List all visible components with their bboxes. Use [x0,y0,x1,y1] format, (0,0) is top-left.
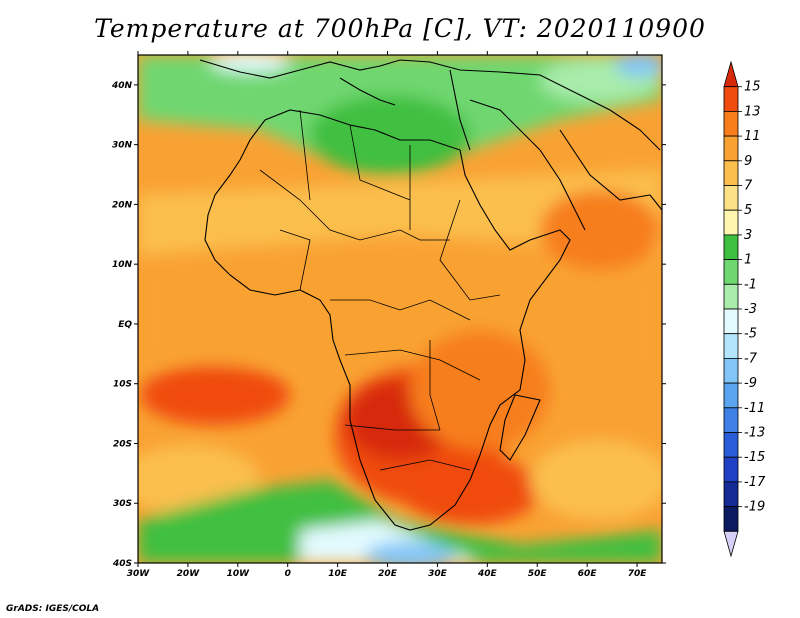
latitude-axis: 40N 30N 20N 10N EQ 10S 20S 30S 40S [111,81,666,569]
colorbar-label: -7 [744,351,758,366]
colorbar-swatch [723,432,739,458]
lon-tick-label: 50E [528,569,548,579]
coastlines [199,59,662,531]
colorbar-swatch [723,160,739,186]
colorbar-label: 11 [744,129,761,144]
colorbar-label: -3 [744,302,757,317]
temperature-field [138,55,662,563]
grads-credit: GrADS: IGES/COLA [6,604,100,614]
map-title: Temperature at 700hPa [C], VT: 202011090… [94,14,706,43]
colorbar-swatch [723,308,739,335]
colorbar-swatch [723,333,739,359]
lon-tick-label: 0 [285,569,291,579]
colorbar-label: 9 [744,154,752,169]
lon-tick-label: 60E [578,569,598,579]
colorbar-swatch [723,259,739,285]
lat-tick-label: 10N [112,260,133,270]
lon-tick-label: 20E [378,569,398,579]
colorbar-label: 7 [744,179,753,194]
colorbar-label: -15 [744,450,765,465]
lat-tick-label: 30N [112,141,133,151]
country-borders [259,109,501,471]
colorbar-swatch [723,185,739,211]
lon-tick-label: 40E [477,569,498,579]
colorbar-label: 1 [744,253,752,268]
lat-tick-label: 20S [113,439,132,449]
colorbar-label: 15 [744,80,761,95]
map-frame [137,54,663,564]
colorbar-swatch [723,234,739,260]
colorbar-swatch [723,530,739,558]
colorbar-label: 3 [744,228,752,243]
colorbar-label: -17 [744,475,766,490]
lat-tick-label: EQ [118,320,132,330]
colorbar: 15 13 11 9 7 5 3 1 -1 -3 -5 -7 -9 -11 -13 -15 -17 -19 [723,60,766,558]
lat-tick-label: 30S [113,499,132,509]
lon-tick-label: 30W [127,569,151,579]
colorbar-label: -13 [744,426,765,441]
lon-tick-label: 30E [428,569,448,579]
lat-tick-label: 10S [113,380,132,390]
colorbar-label: -5 [744,327,757,342]
lat-tick-label: 40N [111,81,133,91]
colorbar-label: -19 [744,500,765,515]
colorbar-swatch [723,60,739,88]
colorbar-label: -11 [744,401,765,416]
colorbar-swatch [723,283,739,310]
lat-tick-label: 20N [112,200,133,210]
colorbar-label: -1 [744,277,757,292]
colorbar-swatch [723,407,739,433]
colorbar-label: -9 [744,376,757,391]
lon-tick-label: 70E [628,569,648,579]
colorbar-swatch [723,456,739,483]
lon-tick-label: 20W [177,569,201,579]
colorbar-swatch [723,111,739,137]
colorbar-label: 13 [744,104,761,119]
longitude-axis: 30W 20W 10W 0 10E 20E 30E 40E 50E 60E 70E [127,51,647,579]
colorbar-swatch [723,209,739,236]
lon-tick-label: 10E [328,569,348,579]
colorbar-swatch [723,481,739,507]
colorbar-swatch [723,506,739,532]
colorbar-swatch [723,357,739,384]
lat-tick-label: 40S [112,559,132,569]
lon-tick-label: 10W [227,569,251,579]
colorbar-swatch [723,86,739,112]
colorbar-swatch [723,382,739,409]
colorbar-swatch [723,135,739,162]
colorbar-label: 5 [744,203,752,218]
